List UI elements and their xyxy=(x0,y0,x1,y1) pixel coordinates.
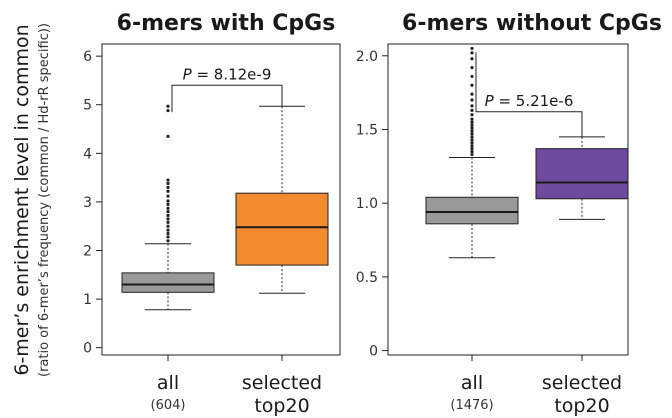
y-tick-label: 2.0 xyxy=(356,49,378,65)
outlier-point xyxy=(166,178,170,182)
outlier-point xyxy=(166,108,170,113)
outlier-point xyxy=(166,181,170,186)
outlier-point xyxy=(166,228,170,232)
outlier-point xyxy=(166,134,170,138)
outlier-point xyxy=(166,202,170,206)
outlier-point xyxy=(470,57,474,61)
panel-without-cpgs: 6-mers without CpGs 0 0.5 1.0 1.5 2.0 all (1476… xyxy=(356,11,662,417)
outlier-point xyxy=(470,104,474,108)
outlier-point xyxy=(470,129,474,133)
y-tick-label: 1.5 xyxy=(356,122,378,138)
outlier-point xyxy=(470,149,474,154)
y-tick-label: 0 xyxy=(83,341,92,357)
y-tick-label: 0.5 xyxy=(356,270,378,286)
outlier-point xyxy=(470,117,474,121)
outlier-point xyxy=(470,135,474,139)
y-tick-label: 2 xyxy=(83,244,92,260)
significance-bracket xyxy=(171,84,283,113)
outlier-point xyxy=(166,224,170,228)
category-label: selected xyxy=(242,372,322,394)
outlier-point xyxy=(166,210,170,214)
outlier-point xyxy=(470,92,474,96)
category-sublabel: (1476) xyxy=(450,398,493,413)
outlier-point xyxy=(470,65,474,70)
outlier-point xyxy=(470,132,474,136)
plot-frame xyxy=(387,43,629,356)
y-tick-label: 0 xyxy=(369,344,378,360)
box xyxy=(235,192,329,266)
category-label: selected xyxy=(542,372,622,394)
outlier-point xyxy=(166,104,170,108)
category-sublabel: top20 xyxy=(554,395,609,417)
outlier-point xyxy=(470,74,474,79)
box xyxy=(425,196,519,225)
y-tick-label: 5 xyxy=(83,98,92,114)
box xyxy=(535,148,629,200)
outlier-point xyxy=(166,185,170,189)
y-axis-sublabel: (ratio of 6-mer’s frequency (common / Hd… xyxy=(37,23,52,377)
outlier-point xyxy=(166,213,170,218)
outlier-point xyxy=(166,217,170,221)
y-tick-label: 1.0 xyxy=(356,196,378,212)
panel-with-cpgs: 6-mers with CpGs 0 1 2 3 4 5 6 all (604) selectedt… xyxy=(83,11,341,417)
outlier-point xyxy=(470,152,474,157)
category-sublabel: top20 xyxy=(254,395,309,417)
outlier-point xyxy=(470,144,474,148)
p-value-label: P = 5.21e-6 xyxy=(485,92,574,110)
category-label: all xyxy=(157,372,179,394)
outlier-point xyxy=(470,113,474,117)
outlier-point xyxy=(470,120,474,124)
box xyxy=(121,272,215,293)
outlier-point xyxy=(470,138,474,142)
outlier-point xyxy=(470,147,474,151)
outlier-point xyxy=(470,51,474,55)
significance-bracket xyxy=(475,52,583,137)
category-label: all xyxy=(461,372,483,394)
outlier-point xyxy=(166,194,170,198)
outlier-point xyxy=(470,108,474,112)
outlier-point xyxy=(166,189,170,193)
outlier-point xyxy=(166,239,170,243)
category-sublabel: (604) xyxy=(151,398,186,413)
outlier-point xyxy=(166,220,170,224)
outlier-point xyxy=(470,126,474,130)
p-value-label: P = 8.12e-9 xyxy=(183,65,272,83)
outlier-point xyxy=(470,123,474,127)
y-axis-label: 6-mer’s enrichment level in common xyxy=(11,24,33,375)
y-tick-label: 1 xyxy=(83,292,92,308)
y-tick-label: 6 xyxy=(83,49,92,65)
outlier-point xyxy=(166,206,170,210)
plot-frame xyxy=(101,43,341,356)
outlier-point xyxy=(166,235,170,239)
panel-title: 6-mers with CpGs xyxy=(117,11,336,36)
outlier-point xyxy=(166,199,170,203)
y-tick-label: 4 xyxy=(83,146,92,162)
outlier-point xyxy=(166,231,170,236)
panel-title: 6-mers without CpGs xyxy=(402,11,662,36)
outlier-point xyxy=(470,98,474,102)
outlier-point xyxy=(470,46,474,51)
outlier-point xyxy=(470,141,474,145)
y-tick-label: 3 xyxy=(83,195,92,211)
outlier-point xyxy=(470,83,474,87)
